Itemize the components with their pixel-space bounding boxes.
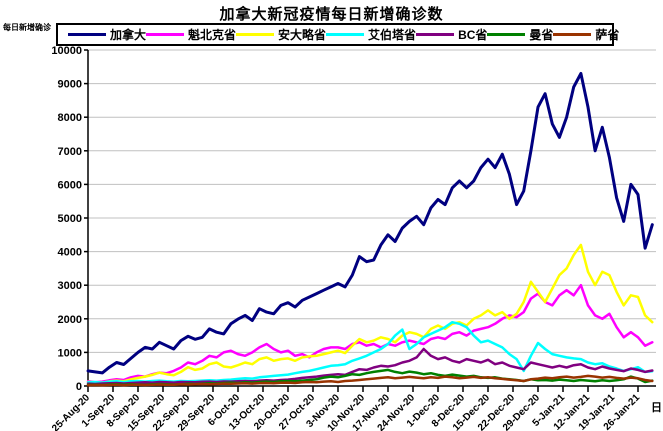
x-axis-title: 日: [651, 401, 662, 414]
series-line-saskatchewan: [86, 374, 654, 387]
y-tick-label-10000: 10000: [51, 45, 82, 57]
series-line-ontario: [86, 243, 654, 384]
legend-label-bc: BC省: [458, 28, 488, 42]
y-tick-label-6000: 6000: [58, 179, 82, 191]
legend-swatch-bc: [416, 33, 455, 36]
legend-label-quebec: 魁北克省: [188, 28, 237, 42]
y-tick-label-5000: 5000: [58, 213, 82, 225]
y-tick-label-1000: 1000: [58, 347, 82, 359]
chart-title: 加拿大新冠疫情每日新增确诊数: [219, 6, 444, 23]
legend: 加拿大 魁北克省 安大略省 艾伯塔省 BC省 曼省 萨省: [56, 23, 619, 46]
legend-swatch-ontario: [236, 33, 275, 36]
legend-item-quebec: 魁北克省: [146, 26, 236, 43]
legend-label-saskatchewan: 萨省: [595, 28, 620, 42]
legend-item-manitoba: 曼省: [487, 26, 553, 43]
legend-item-saskatchewan: 萨省: [553, 26, 619, 43]
y-tick-label-7000: 7000: [58, 146, 82, 158]
legend-item-bc: BC省: [416, 26, 487, 43]
y-tick-label-8000: 8000: [58, 112, 82, 124]
y-axis-title: 每日新增确诊: [3, 23, 51, 32]
legend-swatch-quebec: [146, 33, 185, 36]
legend-swatch-canada: [68, 33, 106, 36]
y-tick-label-3000: 3000: [58, 280, 82, 292]
legend-swatch-saskatchewan: [553, 33, 592, 36]
series-line-quebec: [86, 283, 654, 384]
y-tick-label-4000: 4000: [58, 247, 82, 259]
series-line-canada: [86, 72, 654, 375]
legend-swatch-alberta: [326, 33, 365, 36]
legend-label-manitoba: 曼省: [529, 28, 554, 42]
legend-item-ontario: 安大略省: [236, 26, 326, 43]
legend-label-ontario: 安大略省: [278, 28, 327, 42]
y-tick-label-2000: 2000: [58, 314, 82, 326]
legend-swatch-manitoba: [487, 33, 526, 36]
y-tick-label-0: 0: [76, 381, 82, 393]
legend-label-canada: 加拿大: [110, 28, 147, 42]
legend-item-canada: 加拿大: [68, 26, 146, 43]
legend-label-alberta: 艾伯塔省: [368, 28, 417, 42]
y-tick-label-9000: 9000: [58, 79, 82, 91]
legend-item-alberta: 艾伯塔省: [326, 26, 416, 43]
series-line-bc: [86, 347, 654, 386]
